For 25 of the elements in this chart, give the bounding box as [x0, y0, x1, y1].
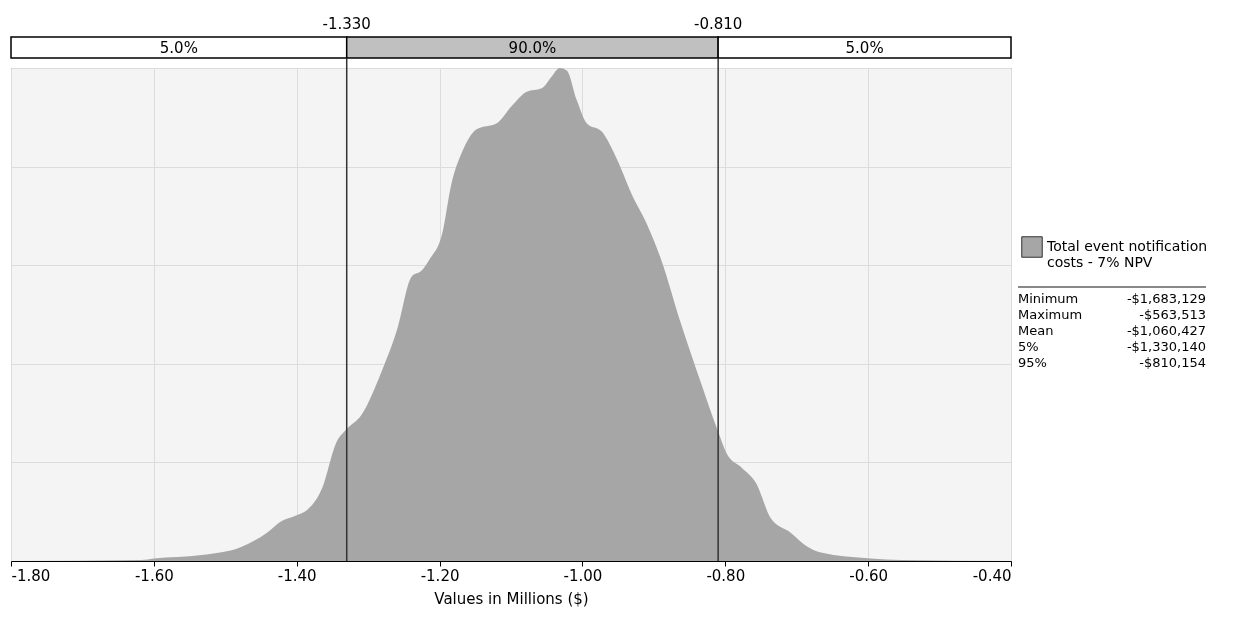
text: 90.0%	[508, 39, 557, 57]
text: 5.0%	[845, 39, 884, 57]
legend-label: Total event notification costs - 7% NPV	[1046, 238, 1208, 270]
x-tick-label: -0.80	[706, 566, 746, 585]
text: Mean	[1018, 323, 1054, 339]
x-tick-label: -0.40	[972, 566, 1012, 585]
text: -$1,683,129	[1126, 291, 1206, 307]
text: 5.0%	[159, 39, 198, 57]
text: -$1,060,427	[1126, 323, 1206, 339]
x-tick-label: -1.40	[277, 566, 317, 585]
x-tick-label: -1.60	[134, 566, 174, 585]
x-tick-label: -1.20	[420, 566, 460, 585]
ref-line-label: -0.810	[693, 15, 743, 33]
text: 5%	[1018, 339, 1039, 355]
text: Minimum	[1018, 291, 1079, 307]
x-axis-title: Values in Millions ($)	[434, 589, 589, 608]
text: -$1,330,140	[1126, 339, 1206, 355]
text: Maximum	[1018, 307, 1083, 323]
x-tick-label: -0.60	[849, 566, 889, 585]
ref-line-label: -1.330	[322, 15, 371, 33]
x-tick-label: -1.80	[11, 566, 51, 585]
x-tick-label: -1.00	[563, 566, 603, 585]
text: -$563,513	[1139, 307, 1206, 323]
text: -$810,154	[1139, 355, 1206, 371]
text: 95%	[1018, 355, 1047, 371]
